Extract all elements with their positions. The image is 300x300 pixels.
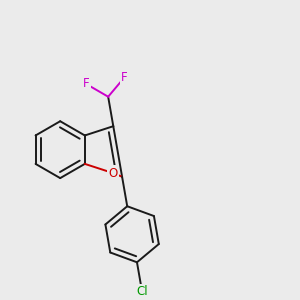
Text: Cl: Cl	[136, 285, 148, 298]
Text: F: F	[83, 77, 89, 90]
Text: F: F	[121, 71, 128, 84]
Text: O: O	[109, 167, 118, 180]
